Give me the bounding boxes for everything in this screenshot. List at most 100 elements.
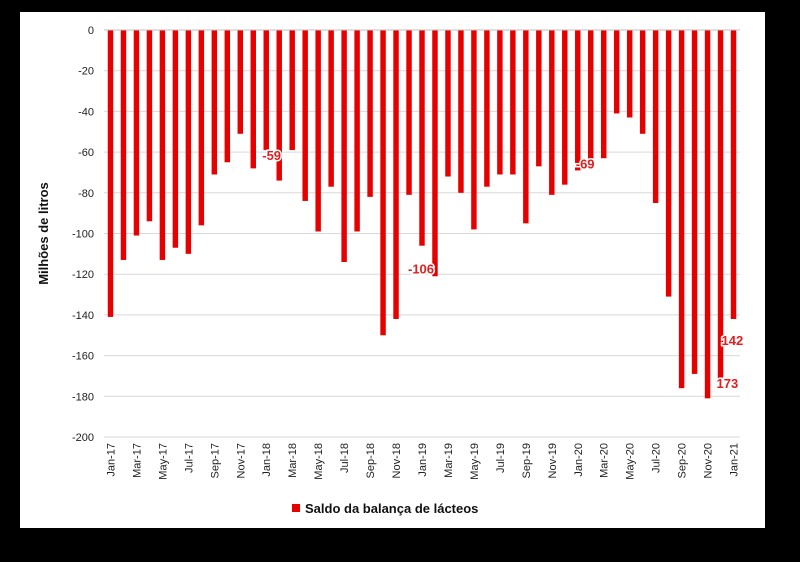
x-tick-label: Jan-20 xyxy=(573,443,585,477)
bar xyxy=(471,30,477,230)
bar xyxy=(730,30,737,319)
bar xyxy=(250,30,256,169)
x-tick-label: Nov-19 xyxy=(547,443,559,478)
bar xyxy=(432,30,438,277)
x-tick-label: May-20 xyxy=(625,443,637,480)
bar xyxy=(613,30,620,114)
data-label-halo: -69 xyxy=(576,156,595,171)
y-tick-label: -40 xyxy=(78,106,94,118)
y-tick-label: -100 xyxy=(72,229,94,241)
x-tick-label: Sep-20 xyxy=(677,443,689,478)
bar xyxy=(146,30,153,222)
bar xyxy=(652,30,659,203)
bar xyxy=(497,30,503,175)
x-tick-label: Sep-19 xyxy=(521,443,533,478)
x-tick-label: Mar-19 xyxy=(443,443,455,478)
bar xyxy=(107,30,114,317)
bar xyxy=(588,30,594,165)
y-tick-label: -120 xyxy=(72,269,94,281)
bar xyxy=(717,30,724,383)
x-tick-label: Sep-17 xyxy=(209,443,221,478)
bar xyxy=(549,30,555,195)
bar xyxy=(315,30,321,232)
bar xyxy=(626,30,633,118)
bar-chart: 0 -20 -40 -60 -80 -100 -120 -140 -160 -180 -200 Ja… xyxy=(36,25,745,516)
bar xyxy=(302,30,308,201)
legend: Saldo da balança de lácteos xyxy=(292,501,478,516)
data-label-halo: -59 xyxy=(262,148,281,163)
data-label: -59 xyxy=(262,148,281,163)
bar xyxy=(393,30,399,319)
data-label-halo: -106 xyxy=(408,262,434,277)
x-tick-label: Nov-20 xyxy=(703,443,715,478)
x-tick-label: Jan-18 xyxy=(261,443,273,477)
legend-swatch xyxy=(292,504,300,512)
bar xyxy=(185,30,192,254)
data-label: 173 xyxy=(717,376,739,391)
bar xyxy=(159,30,166,260)
bar xyxy=(224,30,231,163)
x-tick-label: Jul-20 xyxy=(651,443,663,473)
bar xyxy=(380,30,386,336)
y-tick-label: 0 xyxy=(88,25,94,37)
bar xyxy=(354,30,360,232)
x-tick-label: Mar-17 xyxy=(131,443,143,478)
bar xyxy=(639,30,646,134)
bar xyxy=(510,30,516,175)
bar xyxy=(691,30,698,374)
bar xyxy=(665,30,672,297)
bar xyxy=(289,30,295,151)
bar xyxy=(562,30,568,185)
bar xyxy=(328,30,334,187)
bar xyxy=(211,30,218,175)
bar xyxy=(458,30,464,193)
bar xyxy=(445,30,451,177)
bar xyxy=(419,30,425,246)
y-tick-label: -20 xyxy=(78,66,94,78)
x-tick-label: Jul-17 xyxy=(183,443,195,473)
chart-card: 0 -20 -40 -60 -80 -100 -120 -140 -160 -180 -200 Ja… xyxy=(20,12,765,528)
bar xyxy=(367,30,373,197)
data-label-halo: 173 xyxy=(717,376,739,391)
x-tick-label: Jan-17 xyxy=(105,443,117,477)
legend-label: Saldo da balança de lácteos xyxy=(305,501,478,516)
bar xyxy=(523,30,529,224)
x-tick-label: Jan-21 xyxy=(729,443,741,477)
x-tick-label: Sep-18 xyxy=(365,443,377,478)
bar xyxy=(341,30,347,262)
y-axis-label: Milhões de litros xyxy=(36,182,51,285)
x-axis-ticks: Jan-17 Mar-17 May-17 Jul-17 Sep-17 Nov-17 Jan-… xyxy=(105,443,740,480)
data-label: -69 xyxy=(576,156,595,171)
bar xyxy=(198,30,205,226)
x-tick-label: Mar-20 xyxy=(599,443,611,478)
y-tick-label: -80 xyxy=(78,188,94,200)
bar xyxy=(484,30,490,187)
bar xyxy=(276,30,282,181)
x-tick-label: Nov-17 xyxy=(235,443,247,478)
y-axis-ticks: 0 -20 -40 -60 -80 -100 -120 -140 -160 -180 -200 xyxy=(72,25,94,444)
bar xyxy=(237,30,244,134)
x-tick-label: Nov-18 xyxy=(391,443,403,478)
x-tick-label: Jul-18 xyxy=(339,443,351,473)
x-tick-label: Jan-19 xyxy=(417,443,429,477)
y-tick-label: -180 xyxy=(72,391,94,403)
x-tick-label: Mar-18 xyxy=(287,443,299,478)
y-tick-label: -60 xyxy=(78,147,94,159)
bar xyxy=(172,30,179,248)
bar xyxy=(120,30,127,260)
y-tick-label: -140 xyxy=(72,310,94,322)
x-tick-label: May-19 xyxy=(469,443,481,480)
x-tick-label: Jul-19 xyxy=(495,443,507,473)
bars xyxy=(107,30,737,399)
bar xyxy=(536,30,542,167)
bar xyxy=(133,30,140,236)
bar xyxy=(678,30,685,389)
data-label: -106 xyxy=(408,262,434,277)
bar xyxy=(263,30,269,151)
x-tick-label: May-17 xyxy=(157,443,169,480)
bar xyxy=(600,30,607,159)
bar xyxy=(406,30,412,195)
data-label: 142 xyxy=(722,333,744,348)
bar xyxy=(575,30,581,171)
